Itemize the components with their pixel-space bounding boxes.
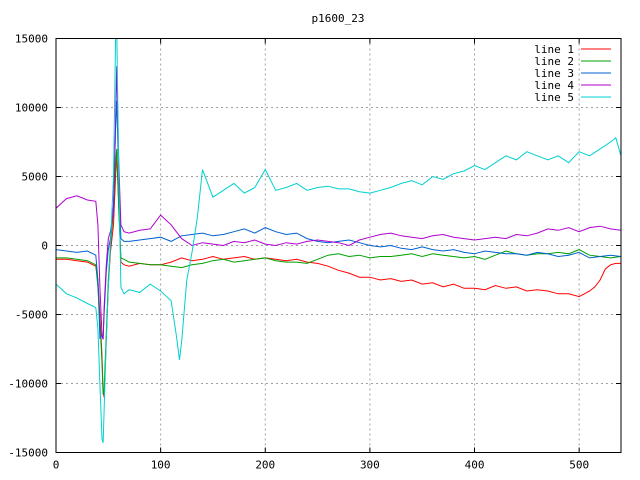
legend-label-5: line 5 bbox=[534, 91, 574, 104]
x-tick-label: 500 bbox=[569, 459, 589, 472]
y-tick-label: -15000 bbox=[8, 447, 48, 460]
y-tick-label: -10000 bbox=[8, 378, 48, 391]
y-tick-label: -5000 bbox=[15, 309, 48, 322]
x-tick-label: 200 bbox=[255, 459, 275, 472]
series-line-3 bbox=[56, 100, 621, 340]
x-tick-label: 300 bbox=[360, 459, 380, 472]
legend-label-2: line 2 bbox=[534, 55, 574, 68]
legend-label-3: line 3 bbox=[534, 67, 574, 80]
x-tick-label: 100 bbox=[151, 459, 171, 472]
chart-title: p1600_23 bbox=[312, 12, 365, 25]
series-line-4 bbox=[56, 66, 621, 340]
y-tick-label: 10000 bbox=[15, 102, 48, 115]
legend-label-4: line 4 bbox=[534, 79, 574, 92]
series-layer bbox=[56, 38, 621, 443]
legend-label-1: line 1 bbox=[534, 43, 574, 56]
axis-ticks: 0 100 200 300 400 500 -15000 -10000 -5000 0 5000 10… bbox=[8, 33, 621, 472]
y-tick-label: 15000 bbox=[15, 33, 48, 46]
series-line-5 bbox=[56, 38, 621, 443]
grid bbox=[56, 38, 621, 453]
x-tick-label: 0 bbox=[53, 459, 60, 472]
y-tick-label: 0 bbox=[41, 240, 48, 253]
y-tick-label: 5000 bbox=[22, 171, 49, 184]
x-tick-label: 400 bbox=[465, 459, 485, 472]
series-line-2 bbox=[56, 148, 621, 395]
